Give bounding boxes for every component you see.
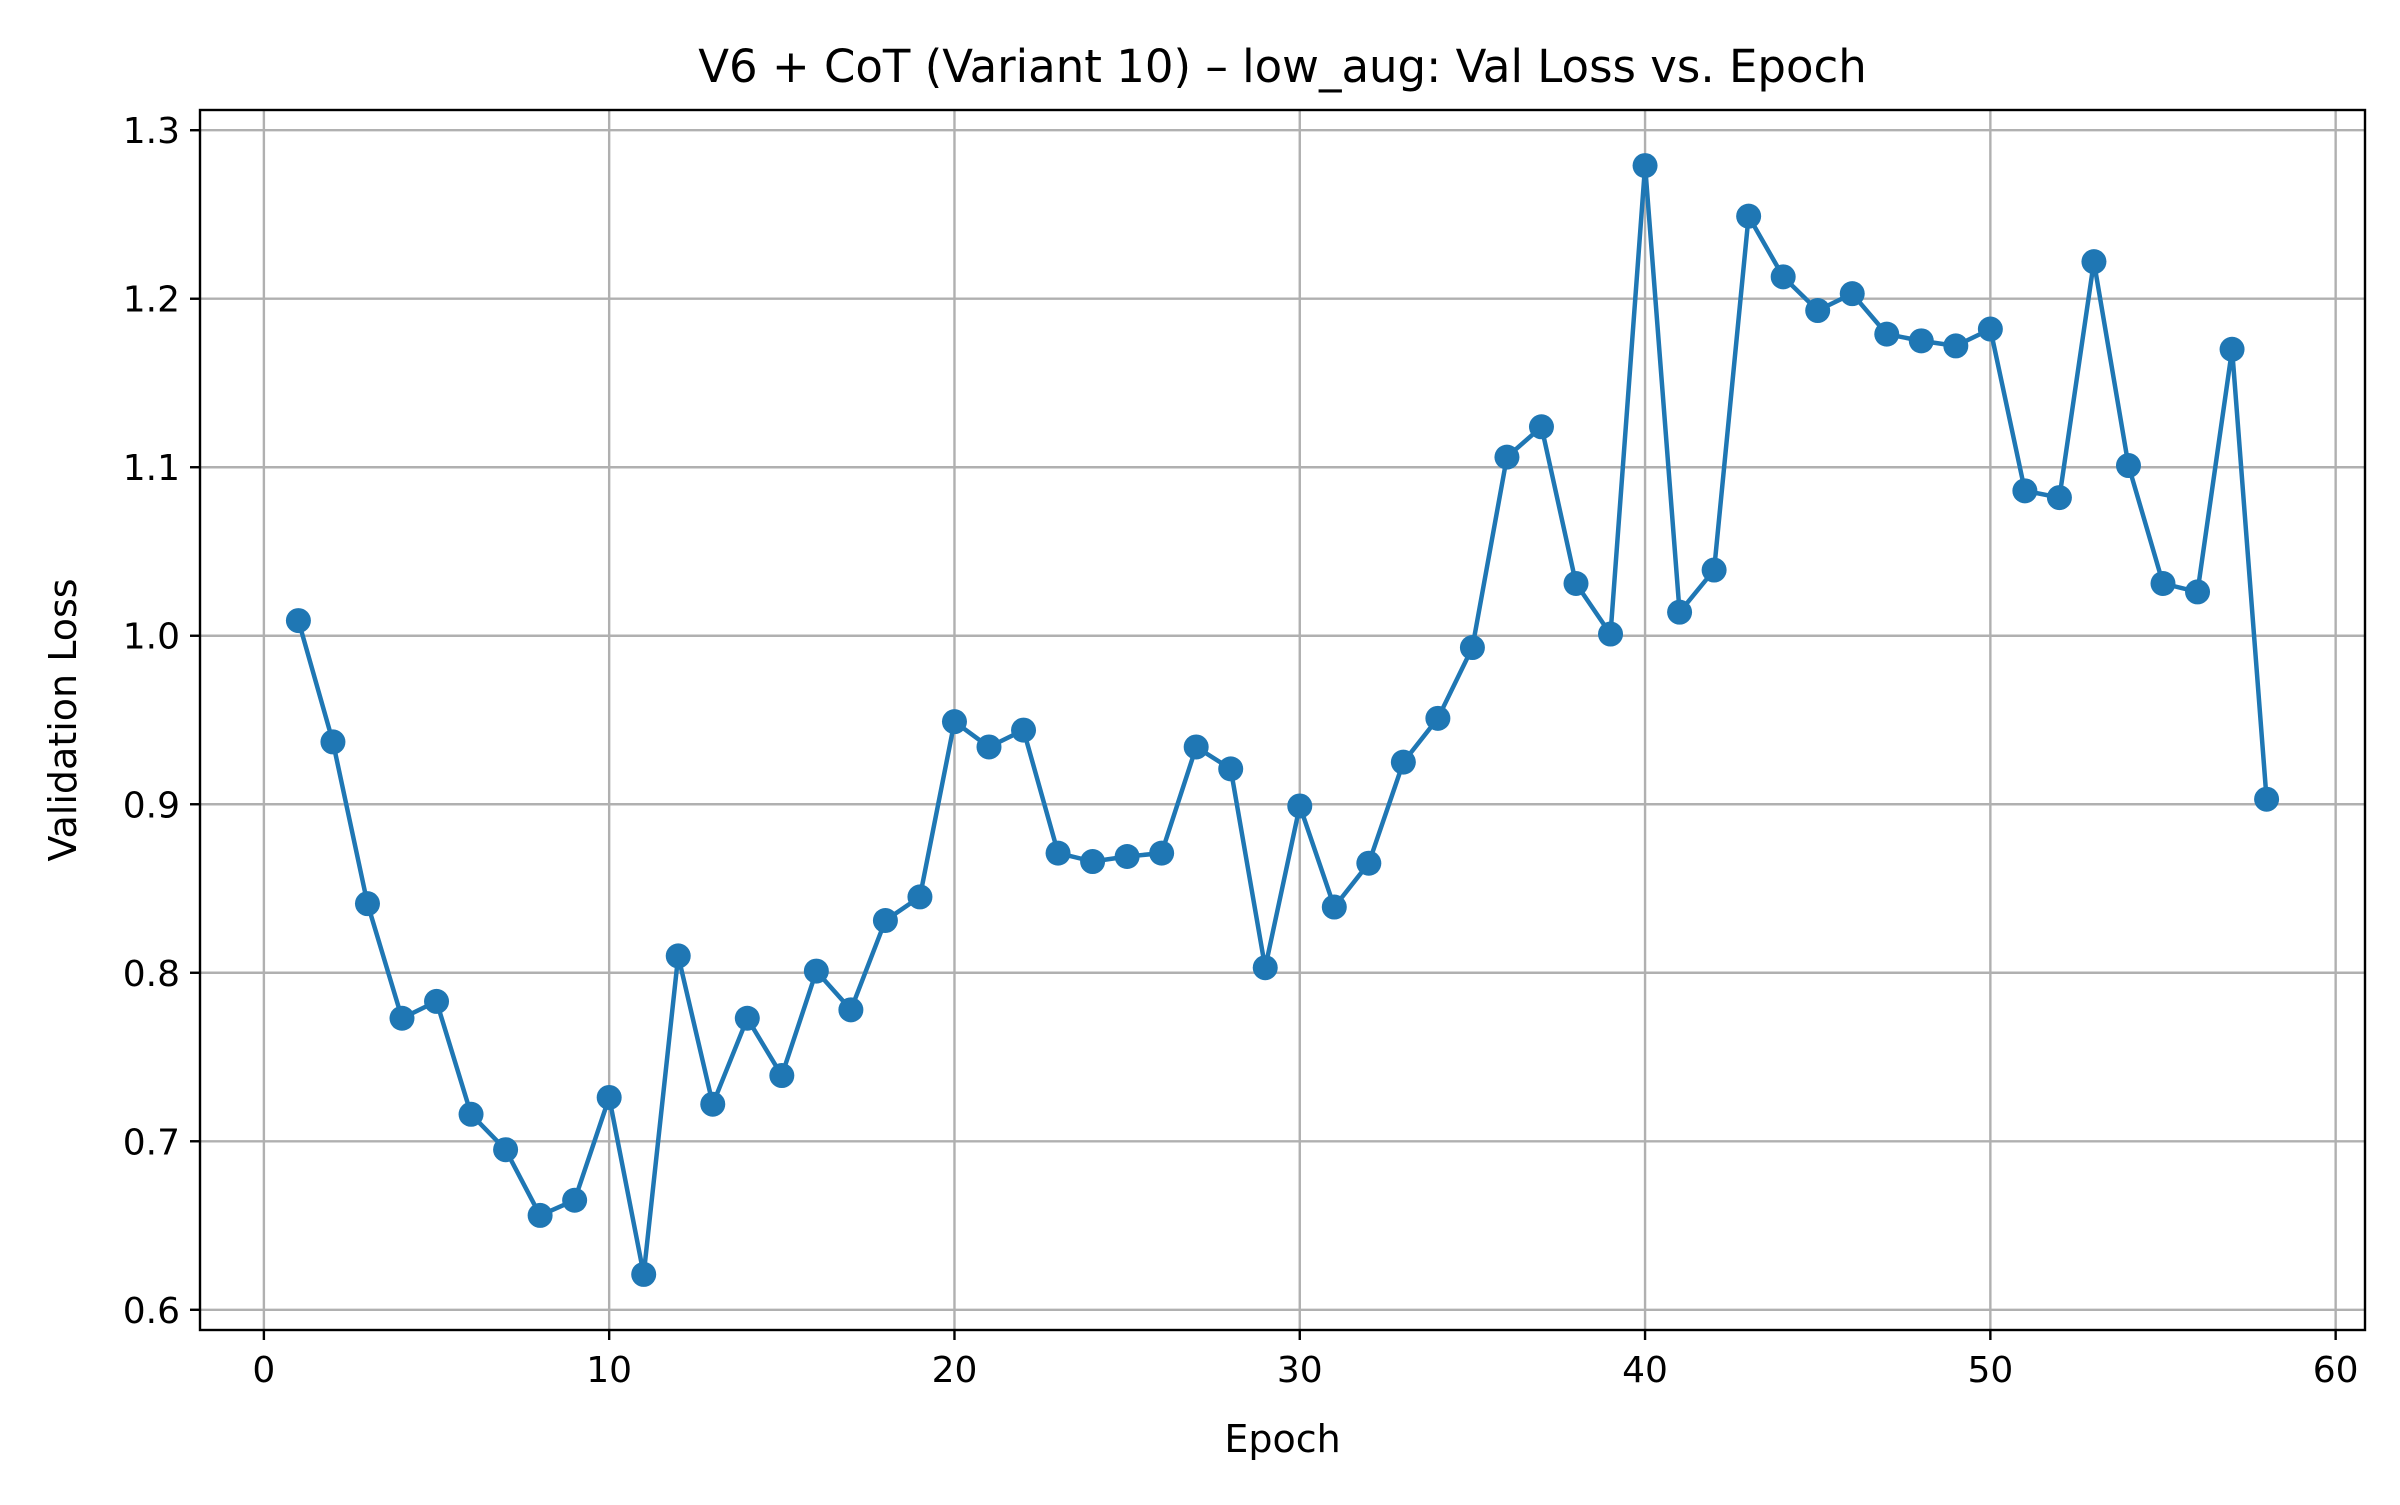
data-point (2185, 579, 2211, 605)
plot-frame (198, 108, 2367, 1332)
data-point (1598, 621, 1624, 647)
data-point (2254, 786, 2280, 812)
data-point (1908, 328, 1934, 354)
data-point (1770, 264, 1796, 290)
data-point (1287, 793, 1313, 819)
data-point (1977, 316, 2003, 342)
data-series (285, 153, 2280, 1287)
data-point (769, 1063, 795, 1089)
data-point (838, 997, 864, 1023)
data-point (665, 943, 691, 969)
data-point (2081, 249, 2107, 275)
data-point (1011, 717, 1037, 743)
axis-ticks: 0 10 20 30 40 50 60 0.6 0.7 0.8 0.9 1.0 1.1 1.2 1.3 (123, 111, 2359, 1391)
data-point (2219, 336, 2245, 362)
data-point (1149, 840, 1175, 866)
y-tick-label: 0.8 (123, 954, 180, 995)
data-point (1321, 894, 1347, 920)
data-point (458, 1101, 484, 1127)
y-tick-label: 0.7 (123, 1122, 180, 1163)
data-point (872, 908, 898, 934)
data-point (1632, 153, 1658, 179)
data-point (803, 958, 829, 984)
data-point (1459, 635, 1485, 661)
x-tick-label: 30 (1277, 1350, 1323, 1391)
data-point (941, 709, 967, 735)
data-point (389, 1005, 415, 1031)
data-point (493, 1137, 519, 1163)
x-tick-label: 60 (2313, 1350, 2359, 1391)
data-point (907, 884, 933, 910)
data-point (1183, 734, 1209, 760)
data-point (1114, 843, 1140, 869)
x-tick-label: 50 (1967, 1350, 2013, 1391)
data-point (596, 1084, 622, 1110)
x-tick-label: 40 (1622, 1350, 1668, 1391)
x-tick-label: 0 (252, 1350, 275, 1391)
data-point (1839, 281, 1865, 307)
data-point (700, 1091, 726, 1117)
data-point (734, 1005, 760, 1031)
data-point (285, 608, 311, 634)
data-point (1528, 414, 1554, 440)
data-point (320, 729, 346, 755)
data-point (2046, 485, 2072, 511)
data-point (354, 891, 380, 917)
data-point (1494, 444, 1520, 470)
data-point (1045, 840, 1071, 866)
y-axis-label: Validation Loss (41, 578, 85, 861)
y-tick-label: 1.2 (123, 280, 180, 321)
x-axis-label: Epoch (1224, 1417, 1340, 1461)
data-point (1218, 756, 1244, 782)
gridlines (200, 110, 2365, 1330)
data-point (1943, 333, 1969, 359)
data-point (527, 1202, 553, 1228)
data-point (1667, 599, 1693, 625)
y-tick-label: 0.9 (123, 785, 180, 826)
data-point (2150, 571, 2176, 597)
y-tick-label: 0.6 (123, 1291, 180, 1332)
series-line (296, 163, 2269, 1277)
data-point (976, 734, 1002, 760)
data-point (562, 1187, 588, 1213)
data-point (1736, 203, 1762, 229)
data-point (1252, 955, 1278, 981)
y-tick-label: 1.1 (123, 448, 180, 489)
data-point (1356, 850, 1382, 876)
y-tick-label: 1.3 (123, 111, 180, 152)
data-point (1805, 298, 1831, 324)
data-point (1390, 749, 1416, 775)
y-tick-label: 1.0 (123, 617, 180, 658)
data-point (1701, 557, 1727, 583)
data-point (2012, 478, 2038, 504)
data-point (1563, 571, 1589, 597)
chart-title: V6 + CoT (Variant 10) – low_aug: Val Los… (698, 40, 1866, 93)
data-point (631, 1261, 657, 1287)
data-point (2115, 453, 2141, 479)
data-point (1080, 849, 1106, 875)
data-point (424, 988, 450, 1014)
x-tick-label: 10 (586, 1350, 632, 1391)
x-tick-label: 20 (932, 1350, 978, 1391)
data-point (1425, 705, 1451, 731)
data-point (1874, 321, 1900, 347)
